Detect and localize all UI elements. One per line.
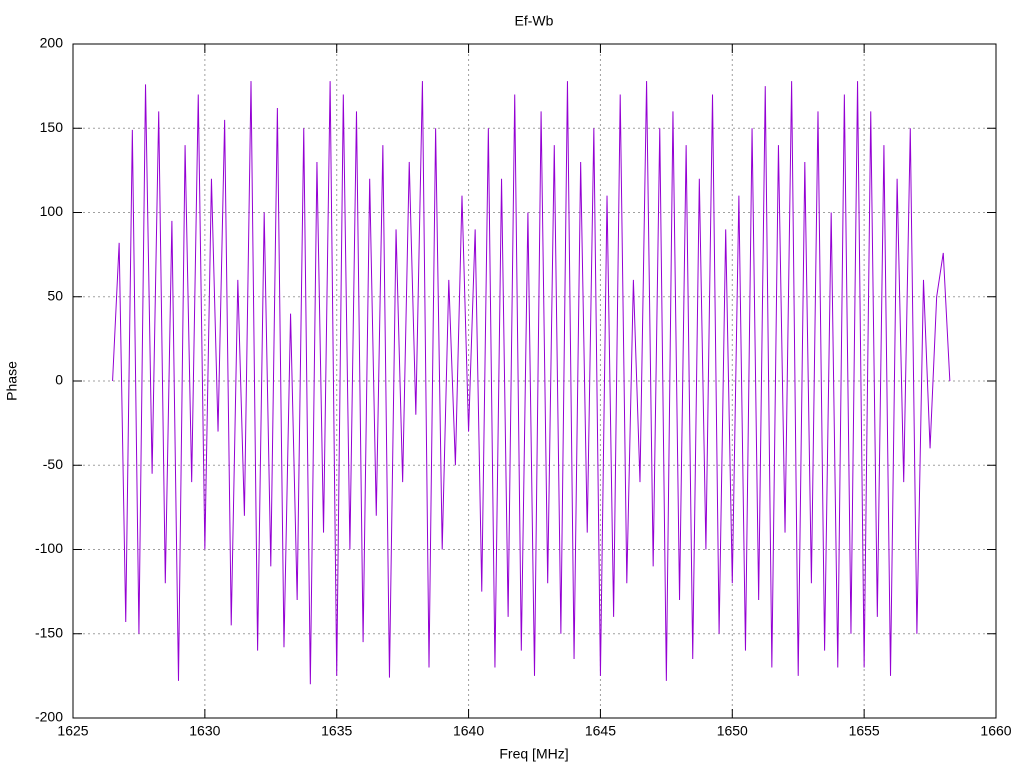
y-tick-label: 200: [40, 35, 64, 51]
y-tick-label: 150: [40, 119, 64, 135]
y-tick-label: 50: [47, 287, 63, 303]
x-tick-label: 1645: [585, 723, 616, 739]
x-tick-label: 1655: [849, 723, 880, 739]
y-tick-label: 0: [55, 372, 63, 388]
x-tick-label: 1640: [453, 723, 484, 739]
y-tick-label: -200: [35, 709, 63, 725]
y-tick-label: -100: [35, 540, 63, 556]
y-tick-label: -150: [35, 624, 63, 640]
y-tick-label: 100: [40, 203, 64, 219]
data-line: [112, 81, 951, 685]
chart-title: Ef-Wb: [515, 13, 554, 29]
y-axis-label: Phase: [4, 361, 20, 401]
y-tick-label: -50: [43, 456, 63, 472]
x-axis-label: Freq [MHz]: [499, 746, 568, 762]
x-tick-label: 1650: [717, 723, 748, 739]
x-tick-label: 1635: [321, 723, 352, 739]
plot-border: [72, 43, 997, 719]
x-tick-label: 1630: [189, 723, 220, 739]
x-tick-label: 1625: [57, 723, 88, 739]
x-tick-label: 1660: [980, 723, 1011, 739]
